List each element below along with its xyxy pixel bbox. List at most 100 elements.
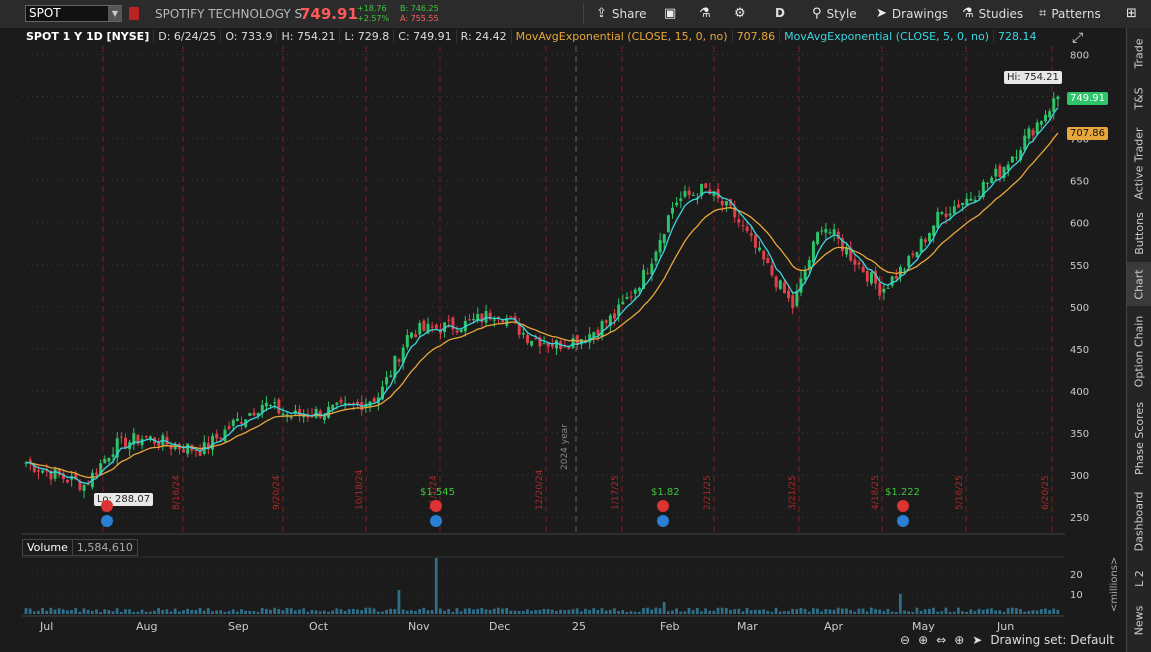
candle-body [434, 324, 438, 329]
candle-body [513, 316, 517, 321]
candle-body [729, 199, 733, 206]
sidebar-tab-trade[interactable]: Trade [1127, 33, 1151, 73]
candle-body [509, 316, 513, 318]
share-button[interactable]: ⇪ Share [596, 6, 647, 21]
sidebar-tab-active-trader[interactable]: Active Trader [1127, 123, 1151, 203]
bulb-icon[interactable] [657, 515, 669, 527]
candle-body [1056, 96, 1060, 100]
candle-body [567, 347, 571, 349]
event-date-label: 11/1/24 [429, 475, 439, 510]
sidebar-tab-label: T&S [1132, 86, 1146, 110]
drawings-button[interactable]: ➤ Drawings [876, 6, 948, 21]
volume-bar [1039, 609, 1043, 614]
x-tick-label: Dec [489, 620, 510, 633]
crosshair-icon[interactable]: ⊕ [954, 633, 965, 647]
drawing-set-label[interactable]: Drawing set: Default [990, 633, 1115, 647]
candle-body [608, 315, 612, 326]
last-price-marker: 749.91 [1067, 92, 1108, 105]
volume-bar [115, 608, 119, 614]
volume-bar [613, 608, 616, 614]
volume-bar [878, 609, 882, 614]
candle-body [273, 402, 277, 404]
sidebar-tab-label: News [1132, 605, 1146, 635]
y-tick-label: 650 [1070, 177, 1089, 188]
symbol-dropdown-button[interactable]: ▼ [108, 6, 122, 21]
candle-body [1006, 164, 1010, 171]
sidebar-tab-ts[interactable]: T&S [1127, 78, 1151, 118]
studies-button[interactable]: ⚗ Studies [962, 6, 1023, 21]
bulb-icon[interactable] [897, 515, 909, 527]
candle-body [347, 403, 351, 405]
earnings-icon[interactable] [897, 500, 909, 512]
flask-button[interactable]: ⚗ [699, 6, 711, 21]
candle-body [534, 337, 538, 339]
candle-body [919, 238, 923, 252]
pan-icon[interactable]: ⇔ [936, 633, 947, 647]
style-button[interactable]: ⚲ Style [812, 6, 857, 21]
earnings-icon[interactable] [430, 500, 442, 512]
candle-body [169, 445, 173, 450]
volume-bar [57, 608, 61, 614]
candle-body [1002, 167, 1006, 179]
volume-bar [555, 611, 558, 614]
candle-body [405, 335, 409, 348]
price-chart[interactable]: 800750700650600550500450400350300250 8/1… [0, 28, 1127, 652]
bulb-icon[interactable] [430, 515, 442, 527]
earnings-icon[interactable] [657, 500, 669, 512]
alert-icon[interactable] [129, 7, 139, 20]
add-button[interactable]: ⊞ [1126, 6, 1137, 21]
candle-body [86, 484, 90, 486]
ema15-label[interactable]: MovAvgExponential (CLOSE, 15, 0, no) [512, 30, 733, 43]
candle-body [472, 318, 476, 321]
volume-bar [372, 608, 376, 614]
sidebar-tab-l2[interactable]: L 2 [1127, 563, 1151, 593]
volume-bar [716, 607, 720, 614]
candle-body [948, 213, 952, 216]
sidebar-tab-option-chain[interactable]: Option Chain [1127, 311, 1151, 391]
volume-tick-label: 20 [1070, 570, 1083, 581]
volume-bar [654, 607, 658, 614]
volume-bar [28, 608, 32, 614]
volume-bar [136, 611, 140, 614]
sidebar-tab-phase-scores[interactable]: Phase Scores [1127, 398, 1151, 478]
volume-bar [248, 611, 252, 614]
pointer-icon[interactable]: ➤ [972, 633, 983, 647]
zoom-out-icon[interactable]: ⊖ [900, 633, 911, 647]
candle-body [418, 323, 422, 335]
patterns-button[interactable]: ⌗ Patterns [1039, 6, 1101, 21]
bar-close: C: 749.91 [394, 30, 457, 43]
volume-bar [571, 609, 575, 614]
volume-bar [820, 611, 823, 614]
volume-bar [799, 607, 803, 614]
symbol-input[interactable]: SPOT [25, 5, 122, 22]
candle-body [555, 340, 558, 349]
volume-bar [579, 611, 583, 614]
sidebar-tab-news[interactable]: News [1127, 600, 1151, 640]
sidebar-tab-chart[interactable]: Chart [1127, 262, 1151, 306]
candle-body [596, 329, 600, 336]
volume-label-box: Volume 1,584,610 [22, 539, 138, 556]
volume-bar [608, 609, 612, 614]
candle-body [70, 476, 74, 480]
snapshot-button[interactable]: ▣ [664, 6, 676, 21]
candle-body [132, 433, 136, 445]
volume-bar [1035, 610, 1039, 614]
volume-bar [165, 609, 169, 614]
volume-bar [633, 611, 637, 614]
bulb-icon[interactable] [101, 515, 113, 527]
candle-body [542, 343, 546, 345]
volume-bar [526, 609, 529, 614]
change-percent: +2.57% [357, 14, 390, 23]
candle-body [973, 199, 977, 202]
sidebar-tab-dashboard[interactable]: Dashboard [1127, 486, 1151, 556]
earnings-icon[interactable] [101, 500, 113, 512]
ema5-label[interactable]: MovAvgExponential (CLOSE, 5, 0, no) [780, 30, 994, 43]
zoom-in-icon[interactable]: ⊕ [918, 633, 929, 647]
volume-bar [509, 610, 513, 614]
autoscale-icon[interactable]: ⤢ [1072, 30, 1084, 46]
volume-bar [708, 610, 712, 614]
sidebar-tab-buttons[interactable]: Buttons [1127, 208, 1151, 258]
period-button[interactable]: D [775, 6, 785, 20]
candle-body [923, 239, 927, 243]
settings-button[interactable]: ⚙ [734, 6, 746, 21]
